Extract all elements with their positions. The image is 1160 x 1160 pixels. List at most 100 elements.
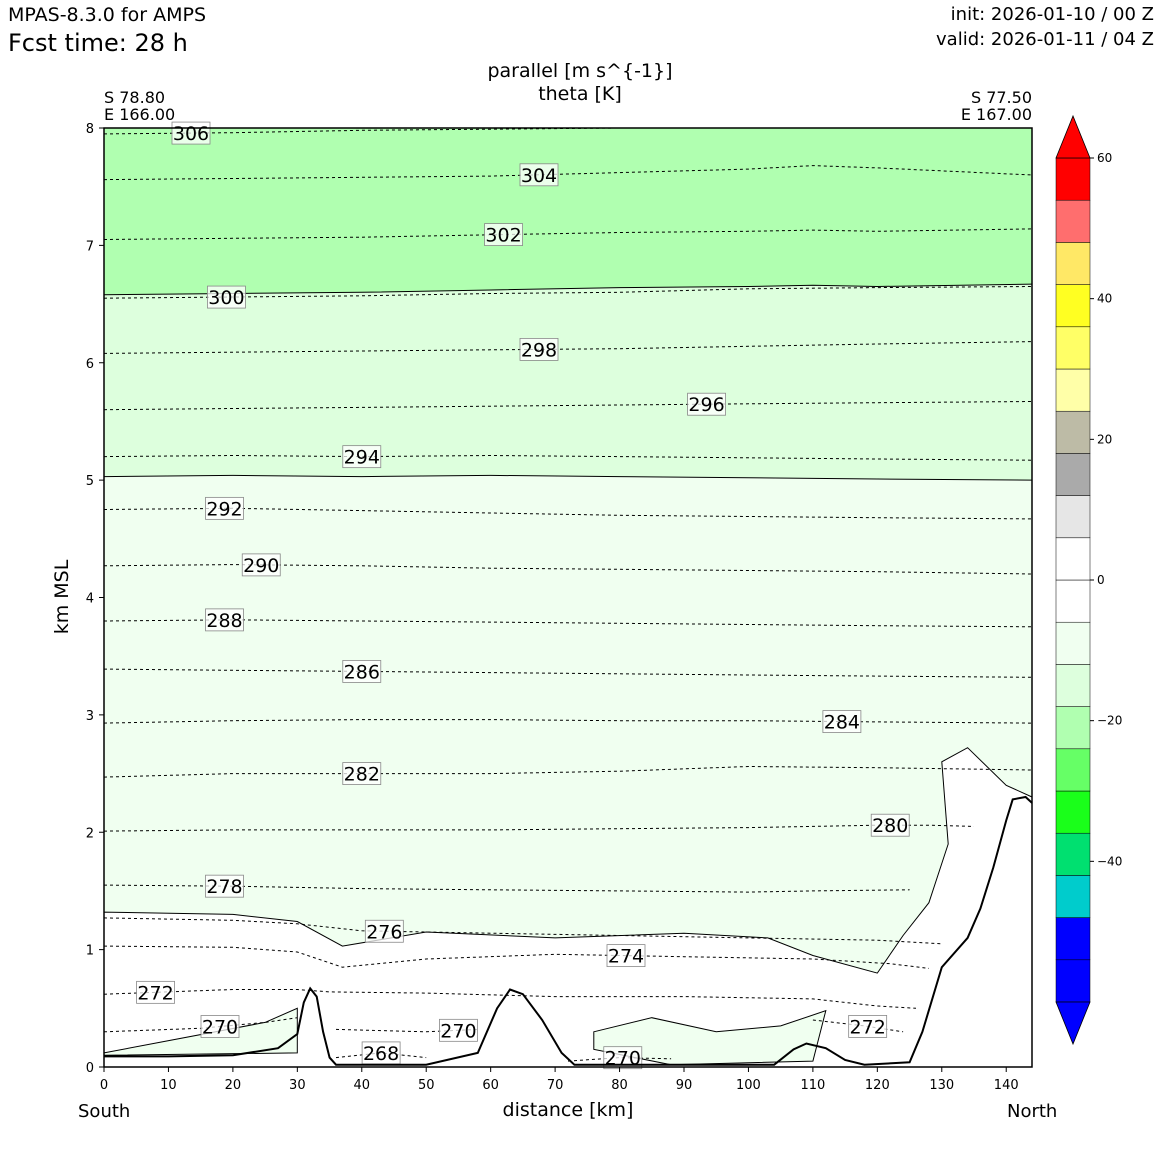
boundary-294 — [103, 474, 1033, 481]
shade-strong — [104, 128, 1032, 295]
axes: 0 10 20 30 40 50 60 70 80 90 100 110 120 130 140 0 1 2 3 4 5… — [86, 122, 1033, 1093]
y-tick-label: 6 — [86, 357, 94, 372]
contour-label: 274 — [608, 946, 644, 968]
x-tick-label: 90 — [676, 1078, 693, 1093]
colorbar-tick-label: 40 — [1097, 292, 1112, 306]
contour-label-box — [603, 1046, 643, 1070]
theta-contour-272 — [103, 989, 917, 1009]
contour-label: 294 — [344, 447, 380, 469]
contour-label-box — [205, 874, 244, 898]
contour-label: 268 — [363, 1043, 399, 1065]
contour-label: 272 — [137, 982, 173, 1004]
x-tick-label: 50 — [418, 1078, 435, 1093]
contour-label-box — [484, 223, 523, 246]
contour-label-box — [136, 980, 175, 1004]
x-tick-label: 60 — [482, 1078, 499, 1093]
contour-label-box — [870, 813, 910, 837]
colorbar-tick-label: −20 — [1097, 714, 1122, 728]
colorbar-segment — [1055, 410, 1091, 454]
colorbar-segment — [1055, 368, 1091, 412]
theta-contour-278 — [103, 884, 910, 893]
colorbar-segment — [1055, 453, 1091, 496]
x-tick-label: 30 — [289, 1078, 306, 1093]
theta-contour-288 — [103, 619, 1033, 628]
contour-label-box — [519, 337, 559, 361]
colorbar-tick-label: −40 — [1097, 854, 1122, 868]
valid-time: valid: 2026-01-11 / 04 Z — [936, 29, 1154, 50]
right-corner-lon: E 167.00 — [960, 105, 1032, 124]
contour-label-box — [822, 710, 862, 733]
colorbar-segment — [1055, 495, 1091, 539]
colorbar-segment — [1055, 284, 1091, 328]
colorbar-segment — [1055, 621, 1091, 665]
theta-contour-300 — [103, 286, 1033, 299]
contour-label: 292 — [206, 498, 242, 520]
colorbar-segment — [1055, 242, 1091, 285]
x-tick-label: 110 — [800, 1078, 825, 1093]
left-corner-lat: S 78.80 — [104, 88, 166, 107]
colorbar-segment — [1055, 875, 1091, 918]
terrain-layer — [104, 795, 1033, 1066]
chart-title: parallel [m s^{-1}] — [487, 60, 673, 82]
x-axis-label: distance [km] — [502, 1099, 634, 1121]
colorbar-extend-high — [1055, 114, 1091, 159]
theta-contour-304 — [103, 165, 1033, 181]
contour-label-box — [342, 762, 382, 785]
theta-contour-270 — [103, 1017, 298, 1033]
y-tick-label: 8 — [86, 122, 94, 137]
x-tick-label: 80 — [611, 1078, 628, 1093]
theta-contour-302 — [103, 228, 1033, 240]
south-label: South — [78, 1101, 131, 1122]
contour-label: 304 — [521, 165, 557, 187]
contour-label: 272 — [850, 1016, 886, 1038]
x-tick-label: 100 — [736, 1078, 761, 1093]
contour-label: 288 — [206, 610, 242, 632]
contour-label-box — [606, 944, 646, 968]
contour-label: 270 — [202, 1017, 238, 1039]
colorbar-segment — [1055, 706, 1091, 750]
contour-label: 306 — [173, 123, 209, 145]
colorbar-segment — [1055, 917, 1091, 961]
colorbar-segment — [1055, 664, 1091, 707]
terrain-line — [104, 795, 1033, 1066]
contour-label-box — [519, 163, 559, 187]
y-tick-label: 0 — [86, 1061, 94, 1076]
y-tick-label: 7 — [86, 239, 94, 254]
colorbar-segment — [1055, 199, 1091, 243]
colorbar-segment — [1055, 157, 1091, 201]
north-label: North — [1007, 1101, 1058, 1122]
forecast-time: Fcst time: 28 h — [8, 29, 188, 57]
x-tick-label: 0 — [100, 1078, 108, 1093]
contour-label: 296 — [688, 394, 724, 416]
colorbar-segment — [1055, 790, 1091, 834]
contour-label-box — [342, 660, 382, 683]
colorbar-tick-label: 0 — [1097, 573, 1105, 587]
y-tick-label: 4 — [86, 592, 94, 607]
theta-contour-282 — [103, 765, 1033, 778]
contour-label: 298 — [521, 339, 557, 361]
y-tick-label: 2 — [86, 826, 94, 841]
contour-label-box — [205, 496, 244, 520]
x-tick-label: 40 — [354, 1078, 371, 1093]
colorbar-extend-low — [1055, 1001, 1091, 1046]
theta-contour-276 — [103, 917, 942, 945]
shade-white — [103, 747, 1033, 1068]
colorbar-segment — [1055, 537, 1091, 581]
contour-label: 276 — [366, 921, 402, 943]
contour-label: 286 — [344, 661, 380, 683]
contour-label-box — [200, 1015, 240, 1038]
x-tick-label: 130 — [929, 1078, 954, 1093]
contour-label-box — [207, 285, 246, 309]
contour-label: 282 — [344, 764, 380, 786]
x-tick-label: 20 — [225, 1078, 242, 1093]
theta-contour-270 — [335, 1028, 478, 1033]
y-tick-label: 3 — [86, 709, 94, 724]
boundary-300 — [103, 283, 1033, 296]
y-tick-label: 1 — [86, 944, 94, 959]
contour-label-box — [205, 608, 244, 632]
colorbar-tick-label: 60 — [1097, 151, 1112, 165]
x-tick-label: 140 — [994, 1078, 1019, 1093]
contour-label: 270 — [440, 1020, 476, 1042]
contour-label: 290 — [243, 555, 279, 577]
